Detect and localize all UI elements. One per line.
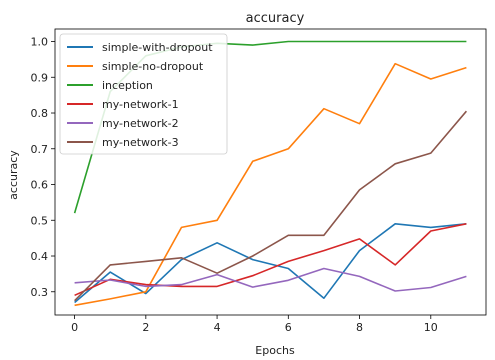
y-axis-label: accuracy [7, 150, 20, 200]
y-tick-label: 0.3 [31, 286, 49, 299]
y-axis-ticks: 0.3 0.4 0.5 0.6 0.7 0.8 0.9 1.0 [31, 36, 55, 299]
plot-frame [54, 28, 487, 316]
x-tick-label: 8 [356, 321, 363, 334]
legend-label-my-network-2: my-network-2 [102, 117, 179, 130]
y-tick-label: 0.7 [31, 143, 49, 156]
series-line-simple-no-dropout [74, 62, 467, 307]
legend: simple-with-dropout simple-no-dropout ince… [59, 33, 228, 155]
series-line-my-network-3 [74, 110, 468, 302]
x-tick-label: 0 [71, 321, 78, 334]
x-tick-label: 6 [285, 321, 292, 334]
x-axis-label: Epochs [255, 344, 295, 357]
x-tick-label: 10 [424, 321, 438, 334]
series-line-my-network-1 [74, 223, 467, 297]
legend-label-my-network-1: my-network-1 [102, 98, 179, 111]
chart-title: accuracy [246, 11, 305, 26]
x-tick-label: 4 [214, 321, 221, 334]
x-axis-ticks: 0 2 4 6 8 10 [71, 315, 438, 334]
series-line-simple-with-dropout [74, 223, 467, 304]
legend-label-inception: inception [102, 79, 153, 92]
y-tick-label: 0.8 [31, 107, 49, 120]
legend-label-simple-no-dropout: simple-no-dropout [102, 60, 204, 73]
y-tick-label: 0.5 [31, 214, 49, 227]
legend-label-my-network-3: my-network-3 [102, 136, 179, 149]
series-line-my-network-2 [74, 267, 467, 292]
x-tick-label: 2 [142, 321, 149, 334]
y-tick-label: 1.0 [31, 36, 49, 49]
legend-box [59, 33, 228, 155]
y-tick-label: 0.9 [31, 71, 49, 84]
legend-label-simple-with-dropout: simple-with-dropout [102, 41, 213, 54]
y-tick-label: 0.4 [31, 250, 49, 263]
y-tick-label: 0.6 [31, 179, 49, 192]
